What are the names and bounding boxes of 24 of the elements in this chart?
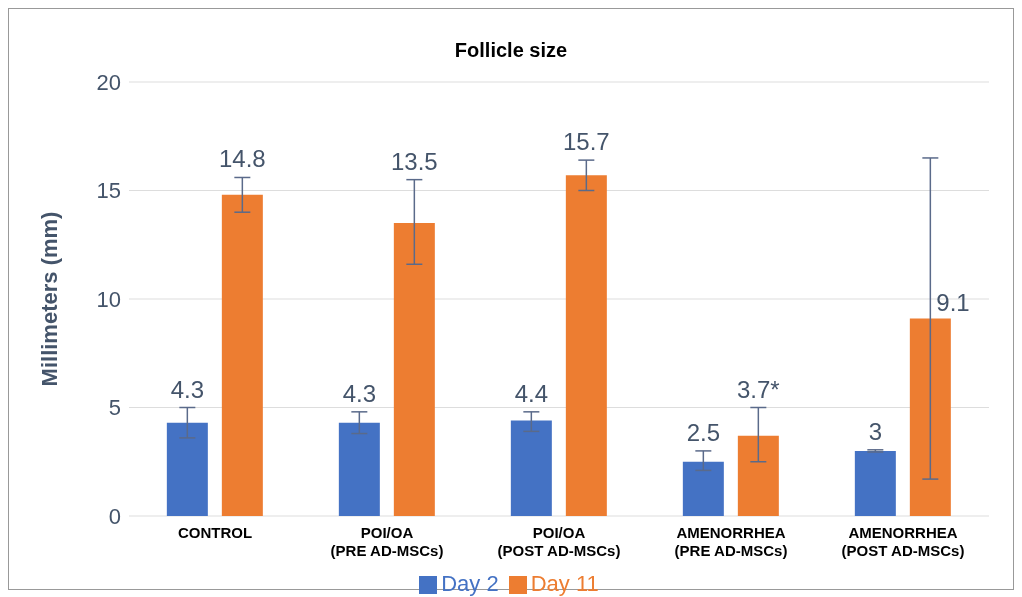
x-tick-label: AMENORRHEA (PRE AD-MSCs) — [674, 524, 788, 559]
x-tick-label: CONTROL — [177, 524, 253, 541]
chart-title: Follicle size — [453, 39, 569, 62]
data-label: 3.7* — [736, 375, 780, 403]
y-tick-label: 5 — [108, 395, 121, 421]
y-tick-label: 0 — [108, 503, 121, 529]
legend-label: Day 11 — [530, 571, 599, 596]
data-label: 14.8 — [218, 145, 266, 173]
data-label: 4.3 — [170, 375, 205, 403]
x-tick-label: POI/OA (PRE AD-MSCs) — [330, 524, 444, 559]
data-label: 4.4 — [514, 379, 549, 407]
data-label: 3 — [868, 417, 883, 445]
x-tick-label: AMENORRHEA (POST AD-MSCs) — [841, 524, 965, 559]
legend-label: Day 2 — [441, 571, 499, 596]
y-tick-label: 15 — [96, 178, 121, 204]
y-axis-title: Millimeters (mm) — [36, 211, 62, 387]
x-tick-label: POI/OA (POST AD-MSCs) — [497, 524, 621, 559]
y-tick-label: 20 — [96, 69, 121, 95]
data-label: 13.5 — [390, 147, 438, 175]
data-label: 4.3 — [342, 379, 377, 407]
data-label: 9.1 — [936, 288, 970, 316]
data-label: 15.7 — [562, 128, 610, 156]
data-label: 2.5 — [686, 418, 721, 446]
y-tick-label: 10 — [96, 286, 121, 312]
